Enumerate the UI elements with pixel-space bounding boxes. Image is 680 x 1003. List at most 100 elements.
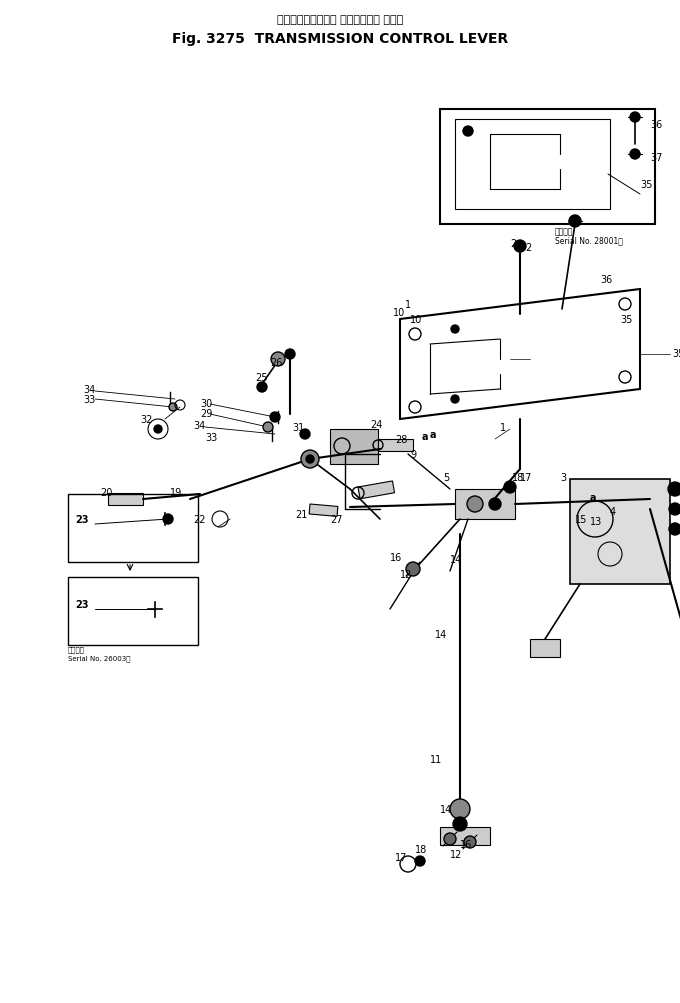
Text: 2: 2 (525, 243, 531, 253)
Text: 17: 17 (520, 472, 532, 482)
Circle shape (467, 496, 483, 513)
Text: トランスミッション コントロール レバー: トランスミッション コントロール レバー (277, 15, 403, 25)
Text: 15: 15 (575, 515, 588, 525)
Bar (330, 429, 378, 464)
Text: 36: 36 (650, 120, 662, 129)
Text: 37: 37 (650, 152, 662, 162)
Text: Fig. 3275  TRANSMISSION CONTROL LEVER: Fig. 3275 TRANSMISSION CONTROL LEVER (172, 32, 508, 46)
Circle shape (669, 504, 680, 516)
Text: 34: 34 (193, 420, 205, 430)
Text: 28: 28 (395, 434, 407, 444)
Text: 1: 1 (500, 422, 506, 432)
Text: 23: 23 (75, 515, 88, 525)
Circle shape (301, 450, 319, 468)
Text: 33: 33 (205, 432, 217, 442)
Circle shape (163, 515, 173, 525)
Circle shape (668, 482, 680, 496)
Text: 5: 5 (443, 472, 449, 482)
Bar (570, 479, 670, 585)
Circle shape (300, 429, 310, 439)
Bar (378, 439, 413, 451)
Circle shape (489, 498, 501, 511)
Text: a: a (590, 492, 596, 503)
Text: 14: 14 (450, 555, 462, 565)
Circle shape (415, 857, 425, 867)
Text: 34: 34 (83, 384, 95, 394)
Text: 23: 23 (75, 600, 88, 610)
Bar (455, 489, 515, 520)
Bar (530, 639, 560, 657)
Circle shape (504, 481, 516, 493)
Text: 10: 10 (393, 308, 405, 318)
Bar (358, 481, 394, 499)
Circle shape (669, 524, 680, 536)
Text: 16: 16 (390, 553, 403, 563)
Circle shape (270, 412, 280, 422)
Text: 22: 22 (193, 515, 205, 525)
Circle shape (263, 422, 273, 432)
Text: 4: 4 (610, 507, 616, 517)
Text: 18: 18 (512, 472, 524, 482)
Text: 33: 33 (83, 394, 95, 404)
Circle shape (463, 126, 473, 136)
Circle shape (464, 837, 476, 849)
Text: 16: 16 (460, 840, 472, 850)
Text: 9: 9 (410, 449, 416, 459)
Text: 27: 27 (330, 515, 343, 525)
Circle shape (271, 353, 285, 367)
Text: 32: 32 (140, 414, 152, 424)
Text: 36: 36 (600, 275, 612, 285)
Text: 35: 35 (640, 180, 652, 190)
Text: 3: 3 (560, 472, 566, 482)
Text: a: a (422, 431, 428, 441)
Text: 12: 12 (400, 570, 412, 580)
Circle shape (169, 403, 177, 411)
Text: 24: 24 (370, 419, 382, 429)
Text: Serial No. 28001～: Serial No. 28001～ (555, 237, 623, 246)
Bar (455, 120, 610, 210)
Circle shape (154, 425, 162, 433)
Text: 26: 26 (270, 358, 282, 368)
Circle shape (451, 326, 459, 334)
Text: 31: 31 (292, 422, 304, 432)
Circle shape (306, 455, 314, 463)
Circle shape (569, 216, 581, 228)
Bar (68, 494, 198, 563)
Circle shape (444, 833, 456, 846)
Text: 17: 17 (395, 853, 407, 863)
Bar (309, 505, 338, 517)
Circle shape (630, 113, 640, 123)
Text: 20: 20 (100, 487, 112, 497)
Text: 14: 14 (435, 629, 447, 639)
Text: 29: 29 (200, 408, 212, 418)
Text: 11: 11 (430, 754, 442, 764)
Text: 13: 13 (590, 517, 602, 527)
Bar (440, 110, 655, 225)
Text: 2: 2 (510, 239, 516, 249)
Text: 21: 21 (295, 510, 307, 520)
Text: 1: 1 (405, 300, 411, 310)
Text: 35: 35 (620, 315, 632, 325)
Circle shape (514, 241, 526, 253)
Text: 19: 19 (170, 487, 182, 497)
Bar (440, 827, 490, 846)
Circle shape (451, 395, 459, 403)
Circle shape (257, 382, 267, 392)
Text: 専用当輸: 専用当輸 (555, 228, 573, 237)
Text: Serial No. 26003～: Serial No. 26003～ (68, 655, 131, 662)
Text: 14: 14 (440, 804, 452, 814)
Circle shape (453, 817, 467, 831)
Text: a: a (430, 429, 437, 439)
Text: 適用機種: 適用機種 (68, 646, 85, 653)
Circle shape (406, 563, 420, 577)
Text: 18: 18 (415, 845, 427, 855)
Bar (108, 493, 143, 506)
Text: 10: 10 (410, 315, 422, 325)
Circle shape (285, 350, 295, 360)
Text: 12: 12 (450, 850, 462, 860)
Circle shape (450, 799, 470, 819)
Text: 30: 30 (200, 398, 212, 408)
Bar (68, 578, 198, 645)
Circle shape (630, 149, 640, 159)
Text: 25: 25 (255, 373, 267, 382)
